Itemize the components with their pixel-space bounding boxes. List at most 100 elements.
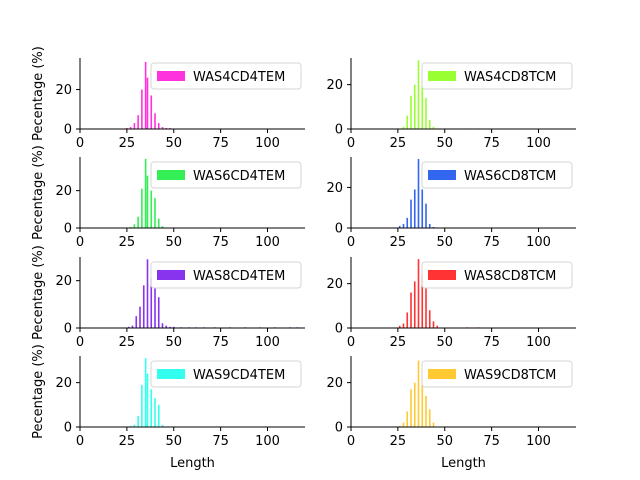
- bar: [410, 292, 412, 328]
- x-tick-label: 50: [165, 434, 182, 449]
- x-tick-label: 25: [119, 335, 136, 350]
- bar: [150, 278, 153, 328]
- bar: [428, 409, 431, 427]
- x-tick-label: 25: [119, 235, 136, 250]
- bar: [133, 424, 136, 427]
- legend-frame: [421, 261, 573, 289]
- bar: [410, 95, 412, 129]
- bar: [428, 120, 431, 130]
- bar: [129, 425, 132, 427]
- legend-entry: WAS9CD8TCM: [464, 368, 556, 383]
- bar: [154, 113, 156, 129]
- bar: [398, 325, 401, 328]
- x-axis-label: Length: [441, 456, 486, 471]
- y-tick-label: 20: [55, 274, 72, 289]
- bar: [141, 384, 143, 427]
- bar: [161, 424, 164, 427]
- x-tick-label: 100: [526, 335, 551, 350]
- bar: [129, 127, 132, 129]
- x-tick-label: 75: [212, 235, 229, 250]
- bar: [146, 373, 149, 427]
- legend-frame: [421, 161, 573, 189]
- legend-frame: [421, 360, 573, 388]
- x-tick-label: 75: [483, 136, 500, 151]
- x-tick-label: 100: [526, 136, 551, 151]
- x-tick-label: 100: [526, 235, 551, 250]
- bar: [146, 175, 149, 228]
- bar: [154, 287, 156, 328]
- bar: [165, 325, 168, 328]
- y-tick-label: 0: [335, 322, 343, 337]
- bar: [133, 224, 136, 228]
- bar: [425, 288, 427, 328]
- bar: [406, 115, 409, 129]
- bar: [421, 274, 424, 328]
- bar: [406, 312, 409, 328]
- x-tick-label: 75: [212, 136, 229, 151]
- y-tick-label: 0: [335, 222, 343, 237]
- x-tick-label: 50: [165, 235, 182, 250]
- y-tick-label: 0: [64, 222, 72, 237]
- bar: [428, 310, 431, 328]
- bar: [154, 198, 156, 228]
- bar: [432, 126, 435, 129]
- legend-swatch: [157, 270, 185, 280]
- legend-frame: [421, 62, 573, 90]
- bar: [169, 326, 171, 328]
- y-axis-label: Pecentage (%): [31, 46, 46, 141]
- x-tick-label: 100: [526, 434, 551, 449]
- x-tick-label: 50: [436, 235, 453, 250]
- bar: [157, 404, 160, 427]
- legend-entry: WAS4CD8TCM: [464, 70, 556, 85]
- x-tick-label: 75: [212, 335, 229, 350]
- x-tick-label: 0: [76, 136, 84, 151]
- x-tick-label: 100: [255, 235, 280, 250]
- bar: [417, 60, 420, 129]
- bar: [413, 382, 416, 428]
- bar: [157, 218, 160, 228]
- bar: [417, 159, 420, 228]
- bar: [137, 115, 139, 129]
- x-tick-label: 50: [436, 434, 453, 449]
- legend-entry: WAS6CD8TCM: [464, 169, 556, 184]
- bar: [417, 259, 420, 328]
- bar: [150, 190, 153, 228]
- bar: [402, 323, 405, 328]
- bar: [144, 158, 147, 228]
- bar: [413, 281, 416, 328]
- x-tick-label: 100: [255, 136, 280, 151]
- x-tick-label: 75: [483, 434, 500, 449]
- x-tick-label: 25: [390, 434, 407, 449]
- legend: WAS8CD8TCM: [421, 261, 573, 289]
- x-tick-label: 100: [255, 434, 280, 449]
- bar: [410, 199, 412, 228]
- legend-entry: WAS9CD4TEM: [193, 368, 285, 383]
- y-tick-label: 20: [55, 184, 72, 199]
- bar: [436, 325, 439, 328]
- x-tick-label: 75: [483, 235, 500, 250]
- legend-swatch: [157, 369, 185, 379]
- legend: WAS8CD4TEM: [150, 261, 302, 289]
- legend-entry: WAS8CD8TCM: [464, 269, 556, 284]
- x-tick-label: 50: [165, 335, 182, 350]
- legend-frame: [150, 161, 302, 189]
- bar: [141, 89, 143, 129]
- subplot-was4cd4tem: 0 25 50 75 100 0 20 Pecentage (%) WAS4CD4TEM: [31, 46, 305, 151]
- x-tick-label: 25: [390, 235, 407, 250]
- bar: [421, 80, 424, 129]
- y-axis-label: Pecentage (%): [31, 245, 46, 340]
- y-tick-label: 0: [64, 421, 72, 436]
- bar: [146, 259, 149, 328]
- bar: [150, 95, 153, 129]
- legend: WAS9CD4TEM: [150, 360, 302, 388]
- bar: [150, 389, 153, 427]
- bar: [133, 123, 136, 129]
- x-tick-label: 25: [119, 434, 136, 449]
- bar: [406, 217, 409, 228]
- bar: [142, 285, 145, 328]
- x-tick-label: 75: [483, 335, 500, 350]
- subplot-was8cd4tem: 0 25 50 75 100 0 20 Pecentage (%) WAS8CD4TEM: [31, 245, 305, 350]
- subplot-was6cd8tcm: 0 25 50 75 100 0 20 WAS6CD8TCM: [326, 157, 576, 250]
- x-tick-label: 50: [165, 136, 182, 151]
- legend-swatch: [428, 170, 456, 180]
